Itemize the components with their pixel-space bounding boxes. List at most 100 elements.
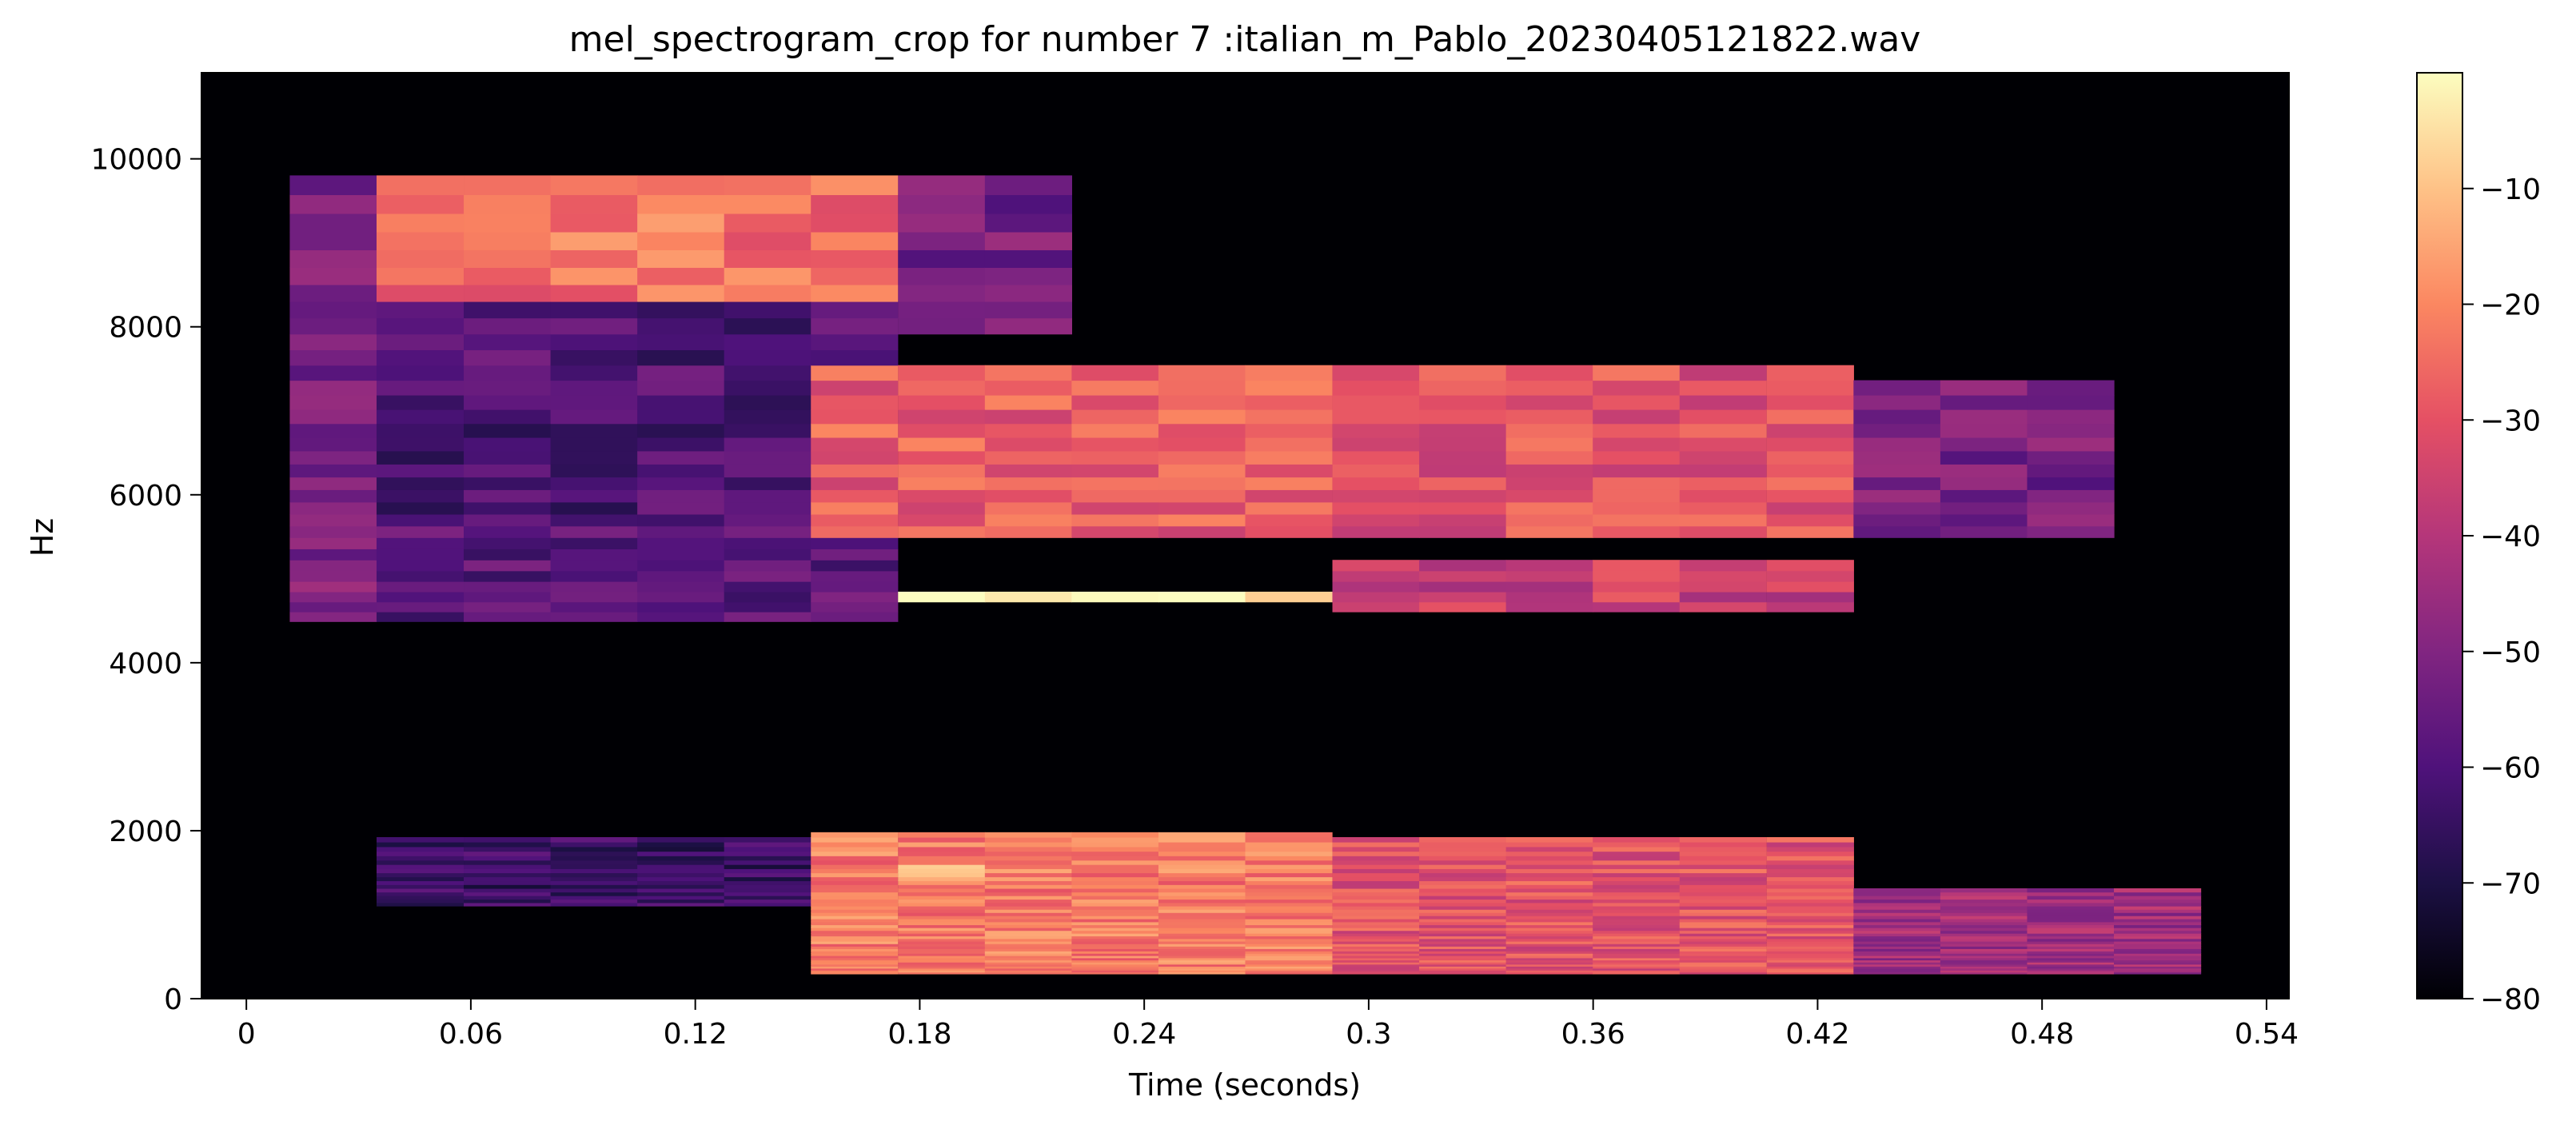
heatmap-cell [898, 380, 986, 396]
heatmap-cell [1158, 906, 1246, 910]
heatmap-cell [1766, 955, 1854, 959]
heatmap-cell [1158, 962, 1246, 965]
heatmap-cell [550, 380, 638, 396]
heatmap-cell [1071, 933, 1159, 937]
heatmap-cell [637, 267, 725, 285]
heatmap-cell [1419, 892, 1507, 896]
heatmap-cell [984, 946, 1072, 949]
heatmap-cell [1593, 592, 1681, 603]
heatmap-cell [1071, 836, 1159, 843]
heatmap-cell [2114, 948, 2202, 951]
heatmap-cell [1679, 872, 1767, 878]
heatmap-cell [1679, 450, 1767, 465]
heatmap-cell [1158, 948, 1246, 951]
heatmap-cell [1766, 423, 1854, 438]
heatmap-cell [1158, 464, 1246, 478]
heatmap-cell [811, 946, 899, 949]
heatmap-cell [984, 888, 1072, 893]
heatmap-cell [1245, 592, 1333, 603]
heatmap-cell [984, 936, 1072, 939]
heatmap-cell [464, 856, 552, 861]
heatmap-cell [724, 409, 811, 425]
heatmap-cell [464, 464, 552, 478]
heatmap-cell [637, 612, 725, 622]
heatmap-cell [1853, 899, 1941, 904]
heatmap-cell [1940, 896, 2028, 900]
heatmap-cell [1679, 464, 1767, 478]
heatmap-cell [1853, 423, 1941, 438]
heatmap-cell [1158, 924, 1246, 928]
heatmap-cell [1593, 966, 1681, 969]
heatmap-cell [1071, 592, 1159, 603]
heatmap-cell [2027, 525, 2115, 538]
heatmap-cell [898, 213, 986, 233]
heatmap-cell [724, 592, 811, 603]
heatmap-cell [1679, 899, 1767, 904]
heatmap-cell [811, 970, 899, 973]
heatmap-cell [1679, 951, 1767, 954]
heatmap-cell [289, 612, 377, 622]
heatmap-cell [898, 437, 986, 452]
heatmap-cell [898, 513, 986, 527]
heatmap-cell [550, 301, 638, 319]
heatmap-cell [2027, 955, 2115, 959]
heatmap-cell [2027, 437, 2115, 452]
heatmap-cell [1158, 970, 1246, 973]
heatmap-cell [1071, 909, 1159, 913]
heatmap-cell [1853, 525, 1941, 538]
heatmap-cell [984, 916, 1072, 920]
heatmap-cell [1419, 930, 1507, 934]
heatmap-cell [984, 955, 1072, 959]
heatmap-cell [1332, 581, 1420, 592]
heatmap-cell [2114, 916, 2202, 920]
heatmap-cell [464, 612, 552, 622]
heatmap-cell [376, 892, 465, 896]
x-axis-label: Time (seconds) [1128, 1067, 1361, 1103]
heatmap-cell [637, 856, 725, 861]
heatmap-cell [637, 549, 725, 561]
heatmap-cell [1158, 525, 1246, 538]
heatmap-cell [724, 892, 811, 896]
heatmap-cell [1940, 953, 2028, 956]
heatmap-cell [464, 888, 552, 893]
heatmap-cell [289, 267, 377, 285]
heatmap-cell [1419, 450, 1507, 465]
heatmap-cell [724, 581, 811, 592]
heatmap-cell [1853, 962, 1941, 965]
heatmap-cell [1419, 896, 1507, 900]
heatmap-cell [1071, 450, 1159, 465]
heatmap-cell [1245, 477, 1333, 490]
heatmap-cell [1245, 909, 1333, 913]
heatmap-cell [1679, 423, 1767, 438]
heatmap-cell [550, 409, 638, 425]
heatmap-cell [724, 175, 811, 196]
heatmap-cell [464, 884, 552, 889]
heatmap-cell [1593, 899, 1681, 904]
heatmap-cell [984, 962, 1072, 965]
heatmap-cell [289, 213, 377, 233]
heatmap-cell [984, 909, 1072, 913]
heatmap-cell [1332, 955, 1420, 959]
heatmap-cell [1245, 860, 1333, 865]
heatmap-cell [1419, 525, 1507, 538]
heatmap-cell [898, 919, 986, 923]
heatmap-cell [1071, 409, 1159, 425]
heatmap-cell [376, 249, 465, 268]
heatmap-cell [2114, 921, 2202, 926]
heatmap-cell [2114, 912, 2202, 916]
heatmap-cell [1679, 933, 1767, 937]
heatmap-cell [1332, 570, 1420, 582]
heatmap-cell [1593, 856, 1681, 861]
heatmap-cell [984, 953, 1072, 956]
heatmap-cell [811, 899, 899, 904]
heatmap-cell [724, 284, 811, 302]
heatmap-cell [2027, 924, 2115, 928]
heatmap-cell [1332, 966, 1420, 969]
heatmap-cell [1245, 896, 1333, 900]
heatmap-cell [984, 489, 1072, 503]
heatmap-cell [724, 249, 811, 268]
heatmap-cell [811, 489, 899, 503]
heatmap-cell [984, 477, 1072, 490]
heatmap-cell [376, 501, 465, 515]
heatmap-cell [1419, 941, 1507, 944]
